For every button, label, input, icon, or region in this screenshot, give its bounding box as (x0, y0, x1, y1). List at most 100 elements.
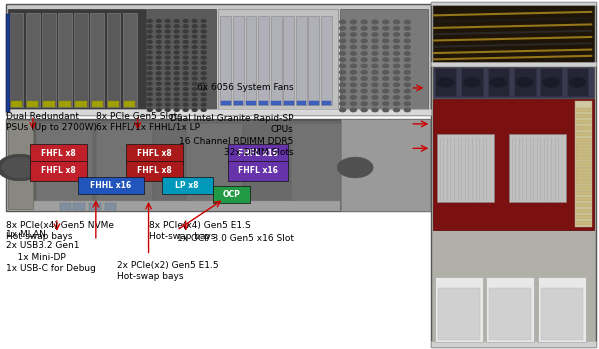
Circle shape (183, 82, 188, 85)
FancyBboxPatch shape (59, 101, 71, 107)
Text: 6x 6056 System Fans: 6x 6056 System Fans (197, 83, 294, 92)
FancyBboxPatch shape (78, 177, 144, 194)
Circle shape (147, 88, 152, 90)
Circle shape (183, 25, 188, 28)
Circle shape (350, 108, 356, 112)
FancyBboxPatch shape (576, 167, 591, 172)
Circle shape (147, 82, 152, 85)
Circle shape (332, 154, 378, 181)
Circle shape (361, 83, 367, 87)
FancyBboxPatch shape (258, 16, 269, 105)
Circle shape (165, 98, 170, 101)
Circle shape (350, 27, 356, 30)
Circle shape (361, 70, 367, 74)
FancyBboxPatch shape (576, 191, 591, 195)
FancyBboxPatch shape (75, 101, 87, 107)
Circle shape (165, 77, 170, 80)
FancyBboxPatch shape (509, 134, 566, 202)
Circle shape (361, 58, 367, 61)
Circle shape (156, 67, 161, 69)
Text: Dual Intel Granite Rapid-SP
CPUs: Dual Intel Granite Rapid-SP CPUs (170, 114, 294, 134)
Circle shape (174, 88, 179, 90)
Circle shape (165, 51, 170, 54)
Circle shape (383, 52, 389, 55)
FancyBboxPatch shape (271, 101, 281, 105)
FancyBboxPatch shape (576, 203, 591, 207)
Circle shape (394, 58, 400, 61)
FancyBboxPatch shape (218, 9, 338, 112)
Circle shape (192, 40, 197, 43)
Circle shape (372, 20, 378, 24)
FancyBboxPatch shape (576, 126, 591, 130)
Circle shape (361, 96, 367, 99)
Circle shape (383, 33, 389, 36)
Circle shape (165, 35, 170, 38)
Circle shape (192, 67, 197, 69)
FancyBboxPatch shape (234, 101, 243, 105)
FancyBboxPatch shape (89, 203, 101, 210)
Circle shape (192, 109, 197, 111)
FancyBboxPatch shape (42, 13, 56, 107)
Circle shape (156, 25, 161, 28)
Circle shape (372, 52, 378, 55)
Text: FHFL x16: FHFL x16 (238, 166, 277, 175)
FancyBboxPatch shape (435, 68, 456, 96)
Circle shape (350, 20, 356, 24)
Circle shape (404, 96, 410, 99)
Circle shape (404, 58, 410, 61)
Circle shape (372, 96, 378, 99)
Circle shape (183, 67, 188, 69)
Circle shape (147, 25, 152, 28)
Circle shape (156, 93, 161, 96)
FancyBboxPatch shape (488, 68, 509, 96)
Text: 8x PCIe(x4) Gen5 NVMe
Hot-swap bays: 8x PCIe(x4) Gen5 NVMe Hot-swap bays (6, 221, 114, 241)
FancyBboxPatch shape (321, 16, 332, 105)
Circle shape (165, 103, 170, 106)
FancyBboxPatch shape (576, 138, 591, 142)
Circle shape (350, 96, 356, 99)
Circle shape (383, 58, 389, 61)
FancyBboxPatch shape (186, 123, 243, 208)
Text: FHFL x8: FHFL x8 (41, 149, 76, 158)
Circle shape (201, 88, 206, 90)
Text: FHFL x8: FHFL x8 (137, 149, 172, 158)
Circle shape (437, 77, 454, 87)
Circle shape (464, 77, 480, 87)
Text: 8x PCIe Gen5 Slots
6x FHFL/1x FHHL/1x LP: 8x PCIe Gen5 Slots 6x FHFL/1x FHHL/1x LP (96, 112, 200, 132)
Circle shape (192, 30, 197, 33)
Circle shape (192, 72, 197, 75)
Circle shape (183, 72, 188, 75)
Circle shape (350, 33, 356, 36)
Circle shape (383, 70, 389, 74)
Circle shape (340, 96, 346, 99)
FancyBboxPatch shape (576, 185, 591, 190)
Circle shape (383, 102, 389, 105)
Circle shape (383, 20, 389, 24)
Circle shape (350, 89, 356, 93)
Circle shape (147, 77, 152, 80)
Circle shape (147, 46, 152, 49)
Circle shape (174, 77, 179, 80)
FancyBboxPatch shape (220, 16, 231, 105)
FancyBboxPatch shape (246, 101, 256, 105)
Circle shape (340, 27, 346, 30)
Circle shape (192, 20, 197, 22)
Circle shape (340, 64, 346, 68)
Circle shape (201, 67, 206, 69)
Circle shape (183, 35, 188, 38)
Circle shape (192, 51, 197, 54)
Circle shape (201, 72, 206, 75)
FancyBboxPatch shape (489, 288, 531, 340)
FancyBboxPatch shape (576, 179, 591, 184)
Circle shape (361, 39, 367, 43)
FancyBboxPatch shape (576, 215, 591, 219)
Circle shape (183, 98, 188, 101)
FancyBboxPatch shape (461, 68, 483, 96)
Circle shape (394, 89, 400, 93)
Circle shape (340, 58, 346, 61)
Circle shape (156, 40, 161, 43)
FancyBboxPatch shape (431, 2, 596, 5)
Circle shape (394, 96, 400, 99)
Circle shape (394, 39, 400, 43)
FancyBboxPatch shape (90, 13, 104, 107)
